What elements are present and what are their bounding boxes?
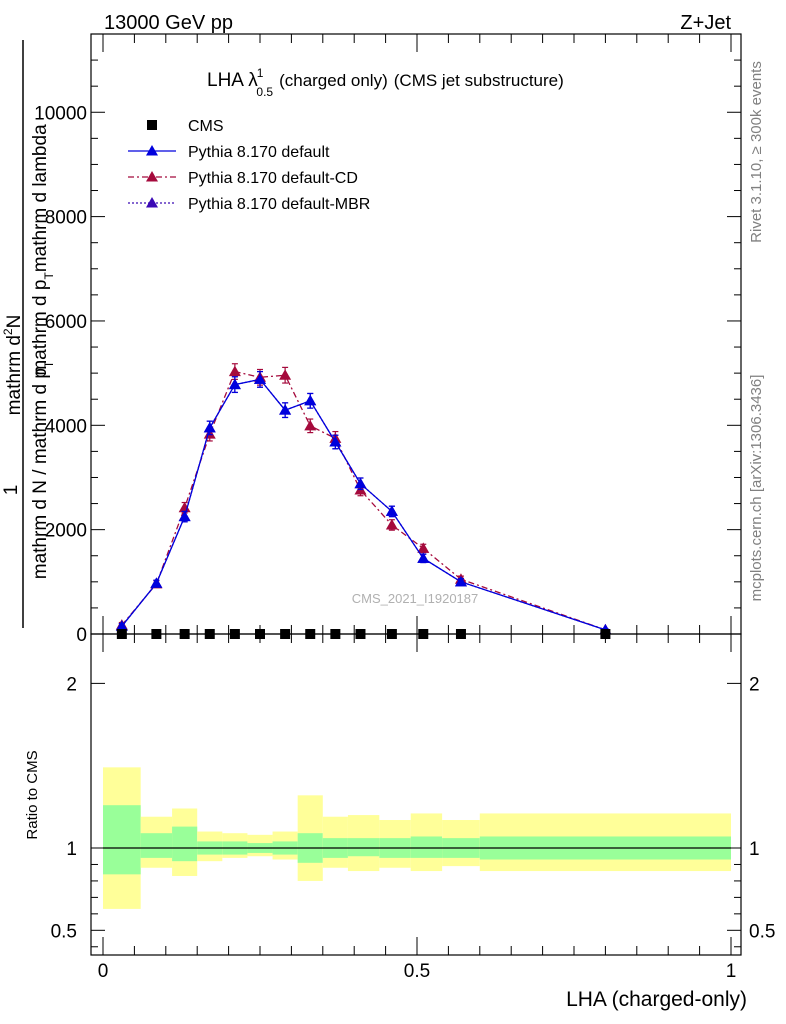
legend-entry: Pythia 8.170 default-MBR [128, 196, 370, 213]
title-subscript: 0.5 [256, 85, 273, 99]
series-point [254, 373, 266, 384]
y-tick-label: 10000 [34, 103, 87, 124]
y-label-prefix: 1 [1, 485, 22, 496]
series-point [304, 419, 317, 431]
process-label: Z+Jet [680, 12, 731, 34]
main-tick-labels: 0 2000 4000 6000 8000 10000 [34, 103, 87, 646]
series-point [417, 542, 430, 553]
ratio-panel: 0.5 0.5 1 1 2 2 [51, 633, 776, 956]
legend-marker [146, 145, 158, 156]
ratio-tick-label-left: 1 [66, 839, 77, 860]
series-point [115, 620, 128, 631]
x-tick-labels: 0 0.5 1 [98, 961, 737, 982]
legend-marker [146, 197, 158, 208]
ratio-bands [103, 767, 731, 909]
legend: CMS Pythia 8.170 default Pythia 8.170 defa… [128, 118, 370, 213]
series-line [121, 370, 606, 631]
y-label-denominator-main: mathrm d p [30, 280, 51, 376]
y-tick-label: 6000 [45, 312, 87, 333]
ratio-tick-label-left: 2 [66, 674, 77, 695]
x-tick-label: 0 [98, 961, 109, 982]
mcplots-label: mcplots.cern.ch [arXiv:1306.3436] [748, 375, 765, 602]
x-tick-label: 0.5 [404, 961, 430, 982]
x-tick-label: 1 [726, 961, 737, 982]
y-label-denominator-sub: T [42, 272, 56, 280]
y-label-numerator: mathrm d [4, 335, 25, 415]
title-small: (charged only) [279, 71, 388, 90]
ratio-band-inner [140, 833, 173, 858]
title-rest: (CMS jet substructure) [394, 71, 564, 90]
y-label-lower: mathrm d N / mathrm d pT [30, 360, 56, 579]
rivet-label: Rivet 3.1.10, ≥ 300k events [748, 61, 765, 243]
watermark: CMS_2021_I1920187 [352, 591, 479, 606]
y-label-denominator: mathrm d pTmathrm d lambda [30, 124, 56, 376]
ratio-y-label: Ratio to CMS [24, 750, 41, 839]
chart-title: LHA λ1 0.5 (charged only) (CMS jet substruc… [207, 66, 564, 99]
y-label-numerator-tail: N [4, 315, 25, 329]
series-point [385, 518, 398, 530]
y-tick-label: 4000 [45, 416, 87, 437]
ratio-tick-label-left: 0.5 [51, 921, 77, 942]
series-point [178, 501, 191, 513]
series-point [279, 369, 292, 380]
series-point [279, 404, 292, 415]
legend-label: CMS [188, 118, 224, 135]
y-tick-label: 2000 [45, 521, 87, 542]
series-point [203, 421, 216, 433]
ratio-tick-label-right: 0.5 [749, 921, 775, 942]
y-axis-label: 1 mathrm d2N mathrm d pTmathrm d lambda … [1, 40, 56, 628]
title-superscript: 1 [257, 66, 264, 80]
ratio-band-inner [410, 836, 443, 858]
series-point [228, 378, 241, 390]
y-label-upper: mathrm d2N [1, 315, 25, 416]
series-line [121, 378, 606, 631]
legend-entry: Pythia 8.170 default [128, 144, 330, 161]
y-label-lower-sub: T [42, 360, 56, 368]
legend-entry: Pythia 8.170 default-CD [128, 170, 358, 187]
legend-label: Pythia 8.170 default [188, 144, 330, 161]
series-point [454, 575, 467, 587]
x-axis-label: LHA (charged-only) [566, 988, 747, 1011]
ratio-band-inner [103, 805, 141, 875]
series-pythia-8-170-default [115, 370, 612, 635]
series-point [417, 552, 430, 563]
y-tick-label: 0 [76, 625, 87, 646]
ratio-frame [90, 633, 742, 956]
legend-marker [146, 171, 158, 182]
series-point [385, 505, 398, 516]
ratio-band-inner [172, 826, 198, 862]
legend-label: Pythia 8.170 default-MBR [188, 196, 370, 213]
ratio-ticks [91, 634, 741, 955]
series-point [304, 394, 317, 406]
ratio-tick-label-right: 1 [749, 839, 760, 860]
y-label-numerator-sup: 2 [1, 328, 15, 335]
series-point [150, 577, 163, 588]
energy-label: 13000 GeV pp [104, 12, 233, 34]
y-label-lower-main: mathrm d N / mathrm d p [30, 368, 51, 579]
series-point [228, 365, 241, 377]
series-point [178, 510, 191, 522]
title-main: LHA λ [207, 70, 258, 91]
legend-marker [147, 120, 157, 130]
main-panel: 0 2000 4000 6000 8000 10000 CMS_2021_I1920187 [34, 33, 742, 646]
legend-label: Pythia 8.170 default-CD [188, 170, 358, 187]
ratio-band-inner [347, 838, 380, 857]
y-label-denominator-tail: mathrm d lambda [30, 124, 51, 272]
series-point [329, 436, 342, 447]
series-point [354, 477, 367, 489]
y-tick-label: 8000 [45, 208, 87, 229]
ratio-tick-label-right: 2 [749, 674, 760, 695]
legend-entry: CMS [147, 118, 224, 135]
ratio-tick-labels: 0.5 0.5 1 1 2 2 [51, 674, 776, 942]
